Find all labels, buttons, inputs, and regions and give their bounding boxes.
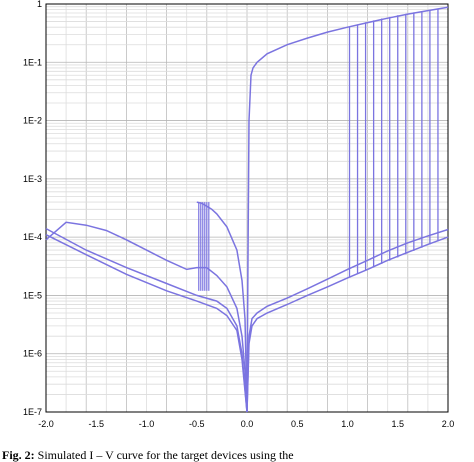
y-tick-label: 1E-2 bbox=[23, 116, 42, 126]
y-tick-label: 1E-4 bbox=[23, 232, 42, 242]
x-tick-label: 0.5 bbox=[291, 419, 304, 429]
figure-caption: Fig. 2: Simulated I – V curve for the ta… bbox=[2, 448, 474, 462]
iv-curve bbox=[45, 221, 248, 413]
x-tick-label: -1.0 bbox=[139, 419, 155, 429]
y-tick-label: 1E-1 bbox=[23, 57, 42, 67]
caption-fig-label: Fig. 2: bbox=[2, 448, 35, 462]
y-tick-label: 1E-6 bbox=[23, 349, 42, 359]
x-tick-label: 2.0 bbox=[442, 419, 455, 429]
y-tick-label: 1E-3 bbox=[23, 174, 42, 184]
caption-text: Simulated I – V curve for the target dev… bbox=[37, 448, 294, 462]
x-tick-label: 1.5 bbox=[391, 419, 404, 429]
x-tick-label: -1.5 bbox=[88, 419, 104, 429]
iv-curve bbox=[246, 228, 449, 413]
x-tick-label: 1.0 bbox=[341, 419, 354, 429]
iv-curve bbox=[45, 234, 248, 413]
x-tick-labels: -2.0 -1.5 -1.0 -0.5 0.0 0.5 1.0 1.5 2.0 bbox=[38, 419, 454, 429]
x-tick-label: 0.0 bbox=[241, 419, 254, 429]
iv-curve bbox=[246, 236, 449, 413]
x-tick-label: -2.0 bbox=[38, 419, 54, 429]
y-tick-label: 1 bbox=[37, 0, 42, 9]
y-tick-label: 1E-7 bbox=[23, 407, 42, 417]
y-tick-label: 1E-5 bbox=[23, 290, 42, 300]
x-tick-label: -0.5 bbox=[189, 419, 205, 429]
y-tick-labels: 1E-7 1E-6 1E-5 1E-4 1E-3 1E-2 1E-1 1 bbox=[23, 0, 42, 417]
iv-curve bbox=[45, 227, 248, 413]
series-group bbox=[45, 6, 449, 413]
grid bbox=[45, 4, 449, 413]
